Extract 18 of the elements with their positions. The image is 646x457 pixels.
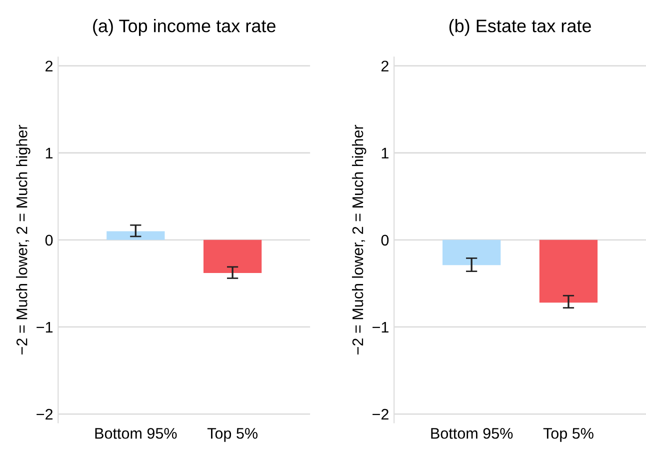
y-tick-label: −1 [36, 322, 53, 333]
y-tick-label: 1 [382, 148, 388, 158]
y-axis-title: −2 = Much lower, 2 = Much higher [352, 124, 366, 354]
y-tick-label: 1 [46, 148, 53, 158]
chart-title: (b) Estate tax rate [449, 19, 591, 36]
y-tick-label: 0 [381, 234, 389, 246]
x-tick-label: Top 5% [543, 428, 594, 442]
y-tick-label: 2 [46, 60, 53, 72]
y-axis-title: −2 = Much lower, 2 = Much higher [16, 124, 30, 354]
y-tick-label: −2 [36, 408, 53, 420]
x-tick-label: Bottom 95% [431, 428, 513, 439]
y-tick-label: 0 [45, 234, 53, 246]
y-tick-label: −1 [372, 322, 388, 333]
y-tick-label: 2 [381, 60, 388, 72]
chart-title: (a) Top income tax rate [93, 19, 276, 36]
x-tick-label: Bottom 95% [95, 428, 177, 439]
y-tick-label: −2 [372, 408, 388, 420]
x-tick-label: Top 5% [207, 428, 258, 442]
